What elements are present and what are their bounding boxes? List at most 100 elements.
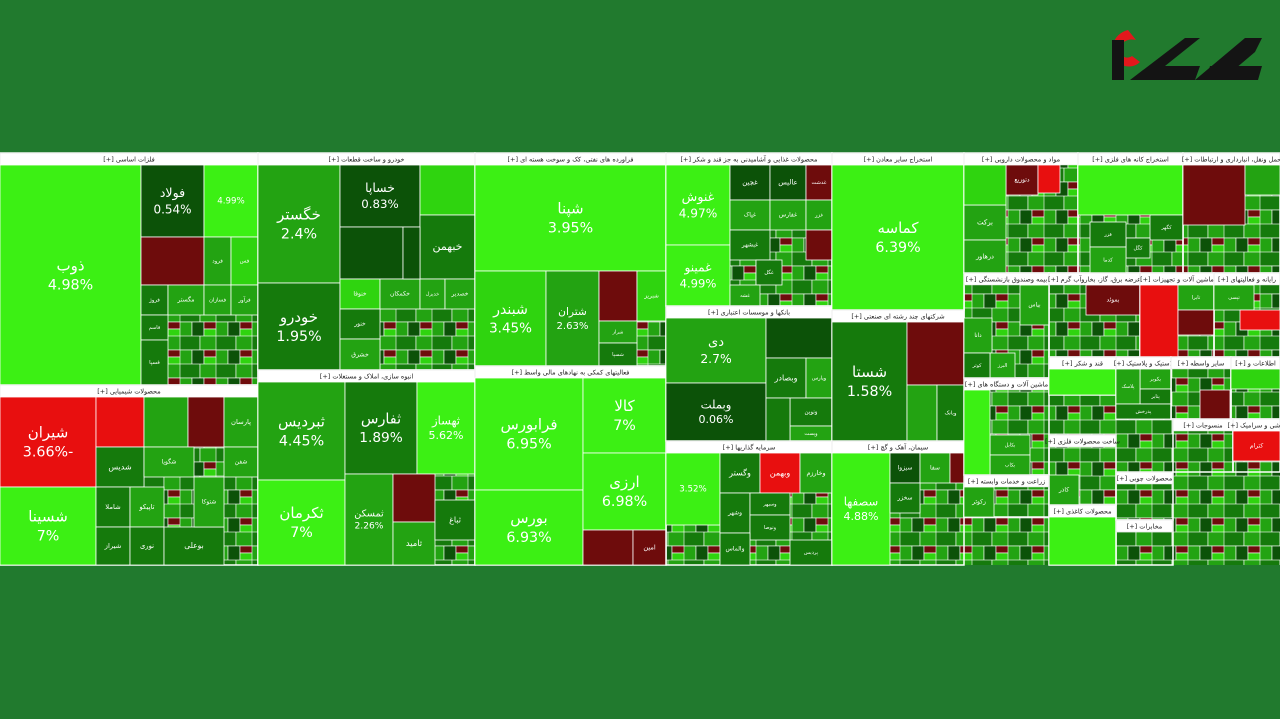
tile xyxy=(906,321,965,386)
sector: کاشی و سرامیک [+] کترام xyxy=(1228,418,1280,473)
tile xyxy=(831,452,891,566)
tile xyxy=(230,284,259,316)
tile xyxy=(339,226,404,280)
sector-title: محصولات غذایی و آشامیدنی به جز قند و شکر… xyxy=(680,155,817,164)
tile-name: پلاسک xyxy=(1121,384,1135,390)
tile xyxy=(344,473,394,566)
tile xyxy=(963,389,991,476)
tile-name: خودرو xyxy=(279,308,318,326)
tile xyxy=(416,381,476,475)
tile xyxy=(223,446,259,478)
tile xyxy=(769,199,807,231)
tile-name: غبشهر xyxy=(741,242,758,249)
sector-title: سرمایه گذاریها [+] xyxy=(723,444,776,452)
tile-name: خنوفا xyxy=(353,291,367,298)
tile-name: خصدیر xyxy=(450,291,468,298)
sector-title: عرضه برق، گاز، بخاروآب گرم [+] xyxy=(1048,275,1141,284)
sector-title: رایانه و فعالیتهای [+] xyxy=(1218,276,1276,284)
sector: بانکها و موسسات اعتباری [+] دی 2.7% وبملت0.… xyxy=(665,305,833,442)
tile-change: 7% xyxy=(37,529,60,545)
logo-letter xyxy=(1206,66,1262,80)
tile-name: تایرا xyxy=(1192,295,1201,301)
tile xyxy=(163,526,225,566)
tile xyxy=(257,164,341,284)
tile-name: کگل xyxy=(1134,245,1144,252)
sector-title: خودرو و ساخت قطعات [+] xyxy=(329,156,405,164)
tile xyxy=(95,486,131,528)
tile xyxy=(392,521,436,566)
logo-letter xyxy=(1130,38,1200,80)
tile-name: بموئد xyxy=(1106,297,1119,304)
tile xyxy=(1019,284,1050,326)
tile-name: وبملت xyxy=(701,398,732,413)
tile-change: 2.26% xyxy=(355,522,384,532)
sector-title: فراورده های نفتی، کک و سوخت هسته ای [+] xyxy=(507,156,633,164)
tile-name: ثبردیس xyxy=(278,413,325,431)
tile xyxy=(95,396,145,448)
tile xyxy=(203,164,259,238)
tile-name: شیراز xyxy=(104,542,122,550)
tile xyxy=(719,492,751,534)
tile-name: فس xyxy=(240,259,250,265)
tile xyxy=(419,164,476,216)
tile xyxy=(143,396,189,448)
tile xyxy=(1177,309,1215,336)
tile-name: کماسه xyxy=(878,219,920,237)
tile-name: شسپا xyxy=(612,352,624,358)
sector: حمل ونقل، انبارداری و ارتباطات [+] xyxy=(1182,152,1280,274)
logo xyxy=(1112,30,1262,80)
sector: ساخت محصولات فلزی [+] کاذر xyxy=(1045,434,1120,506)
tile-name: دانا xyxy=(974,333,982,339)
sector: محصولات کاغذی [+] xyxy=(1048,504,1117,566)
tile-change: 0.83% xyxy=(361,197,398,211)
tile-change: 4.99% xyxy=(680,277,717,291)
sector-title: محصولات شیمیایی [+] xyxy=(97,388,160,396)
tile xyxy=(1048,516,1117,566)
tile xyxy=(1213,284,1255,311)
tile-change: 6.93% xyxy=(506,530,551,546)
tile xyxy=(1232,430,1280,462)
sector: لاستیک و پلاستیک [+] پکویر پتایر پلاسک پدرخش xyxy=(1114,356,1174,420)
tile xyxy=(474,270,547,367)
tile xyxy=(167,284,205,316)
tile-name: کالا xyxy=(614,397,635,415)
tile xyxy=(765,357,807,399)
tile xyxy=(187,396,225,448)
tile-name: والماس xyxy=(725,546,744,553)
tile-name: غشه xyxy=(740,293,750,299)
tile xyxy=(831,164,965,311)
tile-name: شستا xyxy=(852,363,887,381)
sector-title: محصولات چوبی [+] xyxy=(1117,475,1173,483)
tile xyxy=(392,473,436,523)
tile xyxy=(402,226,421,280)
tile-change: 6.39% xyxy=(875,240,920,256)
tile-name: بکاب xyxy=(1005,463,1015,469)
tile xyxy=(1037,164,1061,194)
tile xyxy=(339,308,381,340)
tile xyxy=(1199,389,1231,420)
tile-name: شبندر xyxy=(492,302,528,318)
tile xyxy=(582,452,667,531)
sector: محصولات شیمیایی [+] شیران -3.66% شسینا 7% پار… xyxy=(0,384,259,566)
tile-name: وپارس xyxy=(812,376,827,382)
sector-title: زراعت و خدمات وابسته [+] xyxy=(968,478,1045,486)
tile-change: 4.99% xyxy=(217,197,244,207)
tile-change: 1.95% xyxy=(276,329,321,345)
tile xyxy=(143,446,195,478)
tile-name: شتوکا xyxy=(202,499,217,506)
tile-name: ذوب xyxy=(56,257,84,275)
tile-name: فرابورس xyxy=(500,416,557,434)
tile-name: وبهمن xyxy=(770,469,791,478)
sector: سایر واسطه [+] xyxy=(1170,356,1232,420)
tile-name: خکمکان xyxy=(390,291,410,298)
tile-change: 5.62% xyxy=(429,429,464,442)
tile-name: غنوش xyxy=(682,190,715,205)
tile-change: 2.4% xyxy=(281,227,317,243)
tile-name: ارزی xyxy=(609,473,639,491)
tile-name: غپاک xyxy=(744,211,756,219)
sector-title: بیمه وصندوق بازنشستگی [+] xyxy=(966,276,1047,284)
tile-name: کترام xyxy=(1250,443,1264,450)
tile xyxy=(474,377,584,491)
tile xyxy=(665,452,721,526)
